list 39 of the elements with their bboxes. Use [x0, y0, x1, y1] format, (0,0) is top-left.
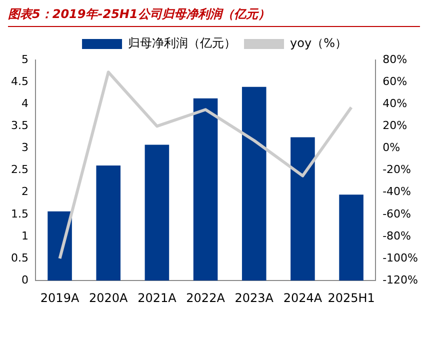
bar: [96, 165, 121, 281]
y2-tick-label: 60%: [382, 74, 408, 88]
y-tick-label: 2.5: [10, 163, 28, 176]
y-tick-label: 1.5: [10, 207, 28, 220]
y-tick-label: 3.5: [10, 119, 28, 132]
x-tick-label: 2019A: [40, 290, 80, 305]
y2-tick-label: 0%: [382, 141, 400, 154]
y2-tick-label: -20%: [382, 163, 412, 176]
x-tick-label: 2024A: [283, 290, 323, 305]
y2-tick-label: -120%: [382, 273, 418, 286]
y2-tick-label: -40%: [382, 185, 412, 198]
x-tick-label: 2025H1: [328, 290, 375, 305]
y-tick-label: 2: [21, 185, 28, 198]
bar: [339, 194, 364, 281]
y2-tick-label: 20%: [382, 119, 408, 132]
x-tick-label: 2021A: [138, 290, 178, 305]
legend-label: 归母净利润（亿元）: [128, 36, 236, 50]
y-tick-label: 3: [21, 141, 28, 154]
y2-tick-label: 80%: [382, 52, 408, 66]
legend-label: yoy（%）: [290, 36, 347, 50]
bar: [48, 211, 72, 281]
chart-title: 图表5：2019年-25H1公司归母净利润（亿元）: [8, 6, 420, 27]
x-tick-label: 2020A: [88, 290, 129, 305]
y2-tick-label: -60%: [382, 207, 412, 220]
bar: [290, 137, 315, 281]
y2-tick-label: 40%: [382, 96, 408, 110]
y2-tick-label: -80%: [382, 229, 412, 242]
y-tick-label: 0: [21, 273, 28, 286]
y-tick-label: 1: [21, 229, 28, 242]
y-tick-label: 4: [21, 96, 28, 110]
y2-tick-label: -100%: [382, 251, 418, 264]
bar: [193, 98, 218, 281]
y-tick-label: 5: [21, 52, 28, 66]
bar: [242, 86, 266, 281]
x-tick-label: 2022A: [186, 290, 226, 305]
y-tick-label: 0.5: [10, 251, 28, 264]
x-tick-label: 2023A: [234, 290, 274, 305]
bar: [144, 144, 170, 281]
y-tick-label: 4.5: [10, 74, 28, 88]
